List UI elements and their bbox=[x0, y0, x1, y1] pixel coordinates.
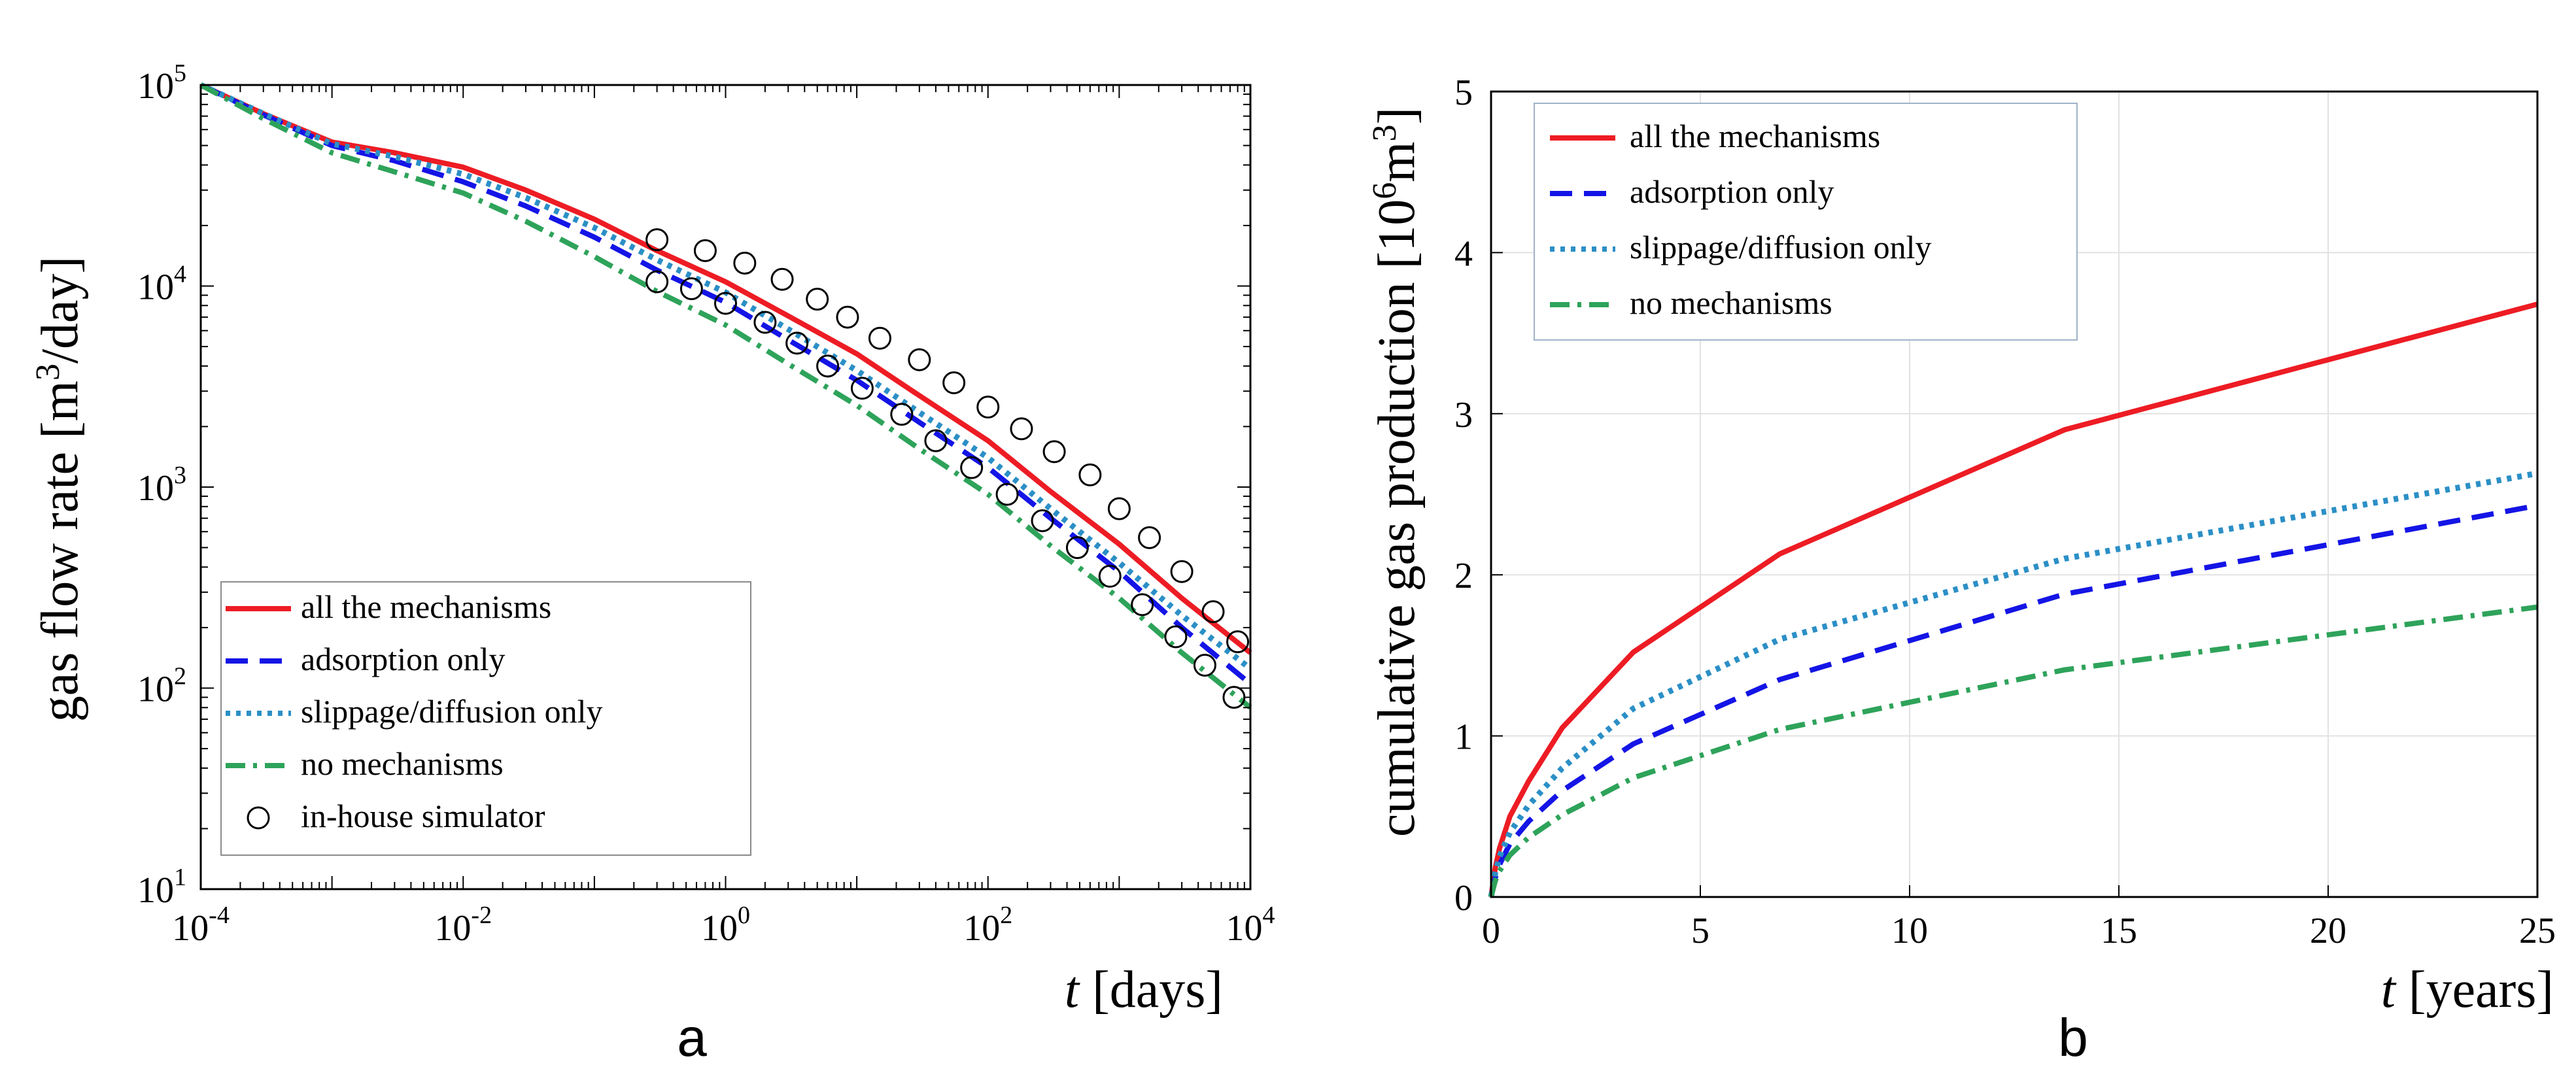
a-series-none bbox=[199, 82, 1252, 710]
a-simulator-marker bbox=[995, 482, 1019, 506]
a-simulator-marker bbox=[1170, 560, 1194, 583]
panel-a-label: a bbox=[677, 1008, 707, 1068]
a-simulator-marker bbox=[1226, 630, 1250, 654]
panel-b-ticks: 0 5 10 15 20 25 0 1 2 3 4 5 bbox=[1454, 73, 2556, 951]
panel-b-chart: all the mechanisms adsorption only slippag… bbox=[1366, 73, 2556, 1068]
b-y-tick-label: 4 bbox=[1454, 233, 1473, 274]
a-simulator-marker bbox=[1138, 526, 1161, 549]
a-simulator-marker bbox=[1098, 564, 1122, 588]
b-x-tick-label: 0 bbox=[1482, 911, 1500, 951]
b-x-tick-label: 5 bbox=[1691, 911, 1709, 951]
a-simulator-marker bbox=[785, 331, 809, 355]
a-simulator-marker bbox=[942, 371, 966, 395]
a-legend-label-slippage: slippage/diffusion only bbox=[301, 693, 603, 730]
b-series-none bbox=[1488, 604, 2538, 898]
a-y-tick-label: 104 bbox=[137, 261, 186, 308]
a-simulator-marker bbox=[806, 288, 829, 311]
panel-b-series bbox=[1488, 301, 2539, 898]
b-y-tick-label: 5 bbox=[1454, 73, 1473, 113]
b-x-tick-label: 10 bbox=[1891, 911, 1928, 951]
panel-b-legend: all the mechanisms adsorption only slippag… bbox=[1534, 103, 2078, 341]
b-legend-label-none: no mechanisms bbox=[1630, 284, 1832, 321]
a-simulator-marker bbox=[1201, 600, 1225, 624]
panel-a-ticks: 10-4 10-2 100 102 104 101 102 103 104 105 bbox=[137, 59, 1275, 949]
a-legend-label-adsorption: adsorption only bbox=[301, 641, 505, 677]
a-simulator-marker bbox=[850, 377, 874, 400]
panel-a-legend-box bbox=[220, 581, 751, 856]
a-legend-label-none: no mechanisms bbox=[301, 745, 504, 782]
panel-a-y-axis-label: gas flow rate [m3/day] bbox=[29, 256, 89, 722]
a-y-tick-label: 101 bbox=[137, 864, 186, 911]
b-y-tick-label: 3 bbox=[1454, 395, 1473, 435]
a-simulator-marker bbox=[1042, 440, 1066, 464]
a-x-tick-label: 100 bbox=[701, 902, 750, 949]
panel-b-label: b bbox=[2058, 1008, 2088, 1068]
b-legend-label-all: all the mechanisms bbox=[1630, 118, 1880, 154]
a-simulator-marker bbox=[976, 396, 1000, 419]
panel-a-chart: 10-4 10-2 100 102 104 101 102 103 104 105 gas flo… bbox=[29, 59, 1275, 1068]
a-y-tick-label: 103 bbox=[137, 462, 186, 509]
a-simulator-marker bbox=[890, 403, 914, 426]
a-simulator-marker bbox=[1193, 653, 1216, 677]
b-x-tick-label: 25 bbox=[2519, 911, 2556, 951]
a-simulator-marker bbox=[645, 228, 669, 252]
a-simulator-marker bbox=[645, 270, 669, 294]
a-simulator-marker bbox=[960, 456, 984, 479]
a-simulator-marker bbox=[693, 239, 717, 262]
a-simulator-marker bbox=[924, 429, 948, 452]
b-legend-label-slippage: slippage/diffusion only bbox=[1630, 229, 1932, 265]
panel-b-legend-box bbox=[1534, 103, 2078, 341]
b-x-tick-label: 15 bbox=[2101, 911, 2137, 951]
a-simulator-marker bbox=[1010, 417, 1033, 441]
b-series-adsorption bbox=[1488, 503, 2538, 898]
b-x-tick-label: 20 bbox=[2310, 911, 2346, 951]
a-simulator-marker bbox=[1065, 536, 1089, 560]
a-x-tick-label: 10-2 bbox=[434, 902, 492, 949]
a-simulator-marker bbox=[908, 348, 931, 371]
a-simulator-marker bbox=[836, 305, 859, 329]
a-simulator-marker bbox=[753, 311, 777, 334]
a-x-tick-label: 104 bbox=[1226, 902, 1275, 949]
a-simulator-marker bbox=[1078, 463, 1102, 486]
b-series-slippage bbox=[1488, 470, 2538, 898]
a-simulator-marker bbox=[770, 267, 794, 291]
b-series-all bbox=[1488, 301, 2539, 898]
panel-a-x-axis-label: t [days] bbox=[1065, 961, 1223, 1019]
a-simulator-marker bbox=[733, 251, 757, 275]
a-simulator-marker bbox=[816, 354, 840, 378]
a-simulator-marker bbox=[1031, 509, 1054, 533]
b-y-tick-label: 2 bbox=[1454, 556, 1473, 596]
a-simulator-marker bbox=[1222, 686, 1246, 709]
a-simulator-marker bbox=[1164, 625, 1188, 649]
panel-b-x-axis-label: t [years] bbox=[2381, 961, 2554, 1019]
panel-b-plot-frame bbox=[1490, 90, 2539, 898]
a-legend-label-all: all the mechanisms bbox=[301, 588, 551, 625]
a-x-tick-label: 102 bbox=[963, 902, 1012, 949]
a-simulator-marker bbox=[868, 326, 891, 350]
a-simulator-marker bbox=[714, 292, 737, 315]
panel-b-y-axis-label: cumulative gas production [106m3] bbox=[1366, 107, 1426, 837]
a-series-adsorption bbox=[199, 82, 1252, 686]
a-simulator-marker bbox=[1131, 593, 1154, 617]
a-simulator-marker bbox=[679, 277, 703, 301]
b-y-tick-label: 1 bbox=[1454, 717, 1473, 758]
b-y-tick-label: 0 bbox=[1454, 878, 1473, 919]
b-legend-label-adsorption: adsorption only bbox=[1630, 173, 1834, 210]
panel-a-legend: all the mechanisms adsorption only slippag… bbox=[220, 581, 751, 856]
a-y-tick-label: 105 bbox=[137, 59, 186, 107]
a-series-all bbox=[199, 82, 1252, 655]
a-y-tick-label: 102 bbox=[137, 663, 186, 710]
a-legend-label-simulator: in-house simulator bbox=[301, 798, 545, 834]
a-simulator-marker bbox=[1107, 497, 1131, 520]
a-x-tick-label: 10-4 bbox=[172, 902, 230, 949]
a-legend-marker-simulator bbox=[247, 806, 270, 830]
panel-a-series bbox=[199, 82, 1252, 710]
